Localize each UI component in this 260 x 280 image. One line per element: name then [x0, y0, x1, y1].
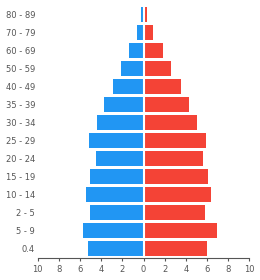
Bar — [141, 7, 144, 22]
Bar — [129, 43, 144, 58]
Bar — [96, 151, 144, 166]
Bar — [144, 115, 197, 130]
Bar — [144, 151, 203, 166]
Bar — [97, 115, 144, 130]
Bar — [105, 97, 144, 112]
Bar — [144, 133, 206, 148]
Bar — [113, 79, 144, 94]
Bar — [144, 223, 218, 238]
Bar — [144, 79, 180, 94]
Bar — [90, 205, 144, 220]
Bar — [89, 133, 144, 148]
Bar — [121, 61, 144, 76]
Bar — [144, 7, 147, 22]
Bar — [88, 241, 144, 256]
Bar — [90, 169, 144, 184]
Bar — [144, 205, 205, 220]
Bar — [144, 97, 189, 112]
Bar — [83, 223, 144, 238]
Bar — [144, 241, 207, 256]
Bar — [144, 61, 171, 76]
Bar — [144, 187, 211, 202]
Bar — [144, 169, 208, 184]
Bar — [144, 25, 153, 40]
Bar — [86, 187, 144, 202]
Bar — [137, 25, 144, 40]
Bar — [144, 43, 162, 58]
